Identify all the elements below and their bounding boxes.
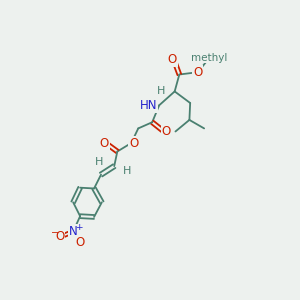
Text: O: O (193, 66, 203, 79)
Text: methyl: methyl (191, 52, 228, 63)
Text: O: O (129, 136, 138, 149)
Text: H: H (157, 86, 166, 96)
Text: O: O (168, 53, 177, 66)
Text: O: O (161, 125, 171, 138)
Text: N: N (69, 225, 77, 238)
Text: H: H (95, 157, 104, 166)
Text: HN: HN (140, 99, 158, 112)
Text: H: H (122, 166, 131, 176)
Text: −: − (50, 228, 59, 238)
Text: O: O (56, 230, 64, 244)
Text: O: O (76, 236, 85, 249)
Text: O: O (100, 136, 109, 149)
Text: +: + (75, 223, 82, 232)
